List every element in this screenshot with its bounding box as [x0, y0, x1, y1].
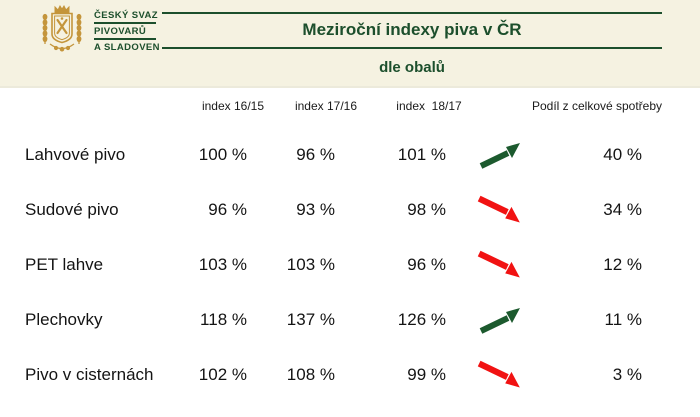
index-17-16-value: 103 % [286, 254, 335, 274]
index-17-16-value: 108 % [286, 364, 335, 384]
index-17-16-value: 137 % [286, 309, 335, 329]
share-value: 34 % [603, 199, 642, 219]
slide-header: ČESKÝ SVAZ PIVOVARŮ A SLADOVEN Meziroční… [0, 0, 700, 88]
trend-cell [446, 359, 554, 391]
share-value: 40 % [603, 144, 642, 164]
index-18-17-value: 98 % [407, 199, 446, 219]
association-logo: ČESKÝ SVAZ PIVOVARŮ A SLADOVEN [37, 4, 160, 54]
row-label: Sudové pivo [25, 199, 119, 219]
title-top-rule [162, 12, 662, 14]
row-label: Plechovky [25, 309, 103, 329]
index-16-15-value: 103 % [198, 254, 247, 274]
column-header-index-18-17: index 18/17 [396, 99, 462, 113]
share-value: 11 % [604, 309, 643, 329]
trend-cell [446, 305, 554, 335]
table-row: Lahvové pivo 100 % 96 % 101 % 40 % [0, 127, 700, 182]
brewery-emblem-icon [42, 4, 82, 52]
row-label: Lahvové pivo [25, 144, 126, 164]
logo-divider [94, 22, 156, 24]
trend-cell [446, 194, 554, 226]
slide-subtitle: dle obalů [379, 59, 445, 76]
association-name-line2: PIVOVARŮ [94, 26, 147, 37]
title-bottom-rule [162, 47, 662, 49]
association-name-line1: ČESKÝ SVAZ [94, 10, 159, 21]
trend-up-arrow-icon [479, 142, 520, 169]
trend-up-arrow-icon [479, 307, 520, 334]
index-18-17-value: 96 % [407, 254, 446, 274]
table-column-headers: index 16/15 index 17/16 index 18/17 Podí… [0, 95, 700, 119]
table-row: PET lahve 103 % 103 % 96 % 12 % [0, 237, 700, 292]
row-label: PET lahve [25, 254, 104, 274]
trend-down-arrow-icon [477, 250, 520, 278]
index-17-16-value: 96 % [296, 144, 335, 164]
table-row: Plechovky 118 % 137 % 126 % 11 % [0, 292, 700, 347]
trend-down-arrow-icon [477, 195, 520, 223]
title-block: Meziroční indexy piva v ČR dle obalů [162, 12, 662, 76]
index-16-15-value: 118 % [200, 309, 247, 329]
trend-cell [446, 249, 554, 281]
column-header-share: Podíl z celkové spotřeby [531, 99, 663, 113]
share-value: 12 % [603, 254, 642, 274]
trend-cell [446, 140, 554, 170]
logo-divider [94, 38, 156, 40]
index-16-15-value: 96 % [208, 199, 247, 219]
packaging-index-table: Lahvové pivo 100 % 96 % 101 % 40 % Sudov… [0, 127, 700, 402]
index-16-15-value: 100 % [198, 144, 247, 164]
index-16-15-value: 102 % [198, 364, 247, 384]
trend-down-arrow-icon [477, 360, 520, 388]
share-value: 3 % [612, 364, 642, 384]
table-row: Sudové pivo 96 % 93 % 98 % 34 % [0, 182, 700, 237]
association-name-line3: A SLADOVEN [94, 42, 160, 53]
column-header-index-16-15: index 16/15 [201, 99, 265, 113]
row-label: Pivo v cisternách [25, 364, 154, 384]
column-header-index-17-16: index 17/16 [294, 99, 358, 113]
association-name: ČESKÝ SVAZ PIVOVARŮ A SLADOVEN [94, 10, 160, 53]
slide-title: Meziroční indexy piva v ČR [302, 20, 522, 39]
index-17-16-value: 93 % [296, 199, 335, 219]
index-18-17-value: 126 % [397, 309, 446, 329]
table-row: Pivo v cisternách 102 % 108 % 99 % 3 % [0, 347, 700, 402]
index-18-17-value: 101 % [397, 144, 446, 164]
index-18-17-value: 99 % [407, 364, 446, 384]
